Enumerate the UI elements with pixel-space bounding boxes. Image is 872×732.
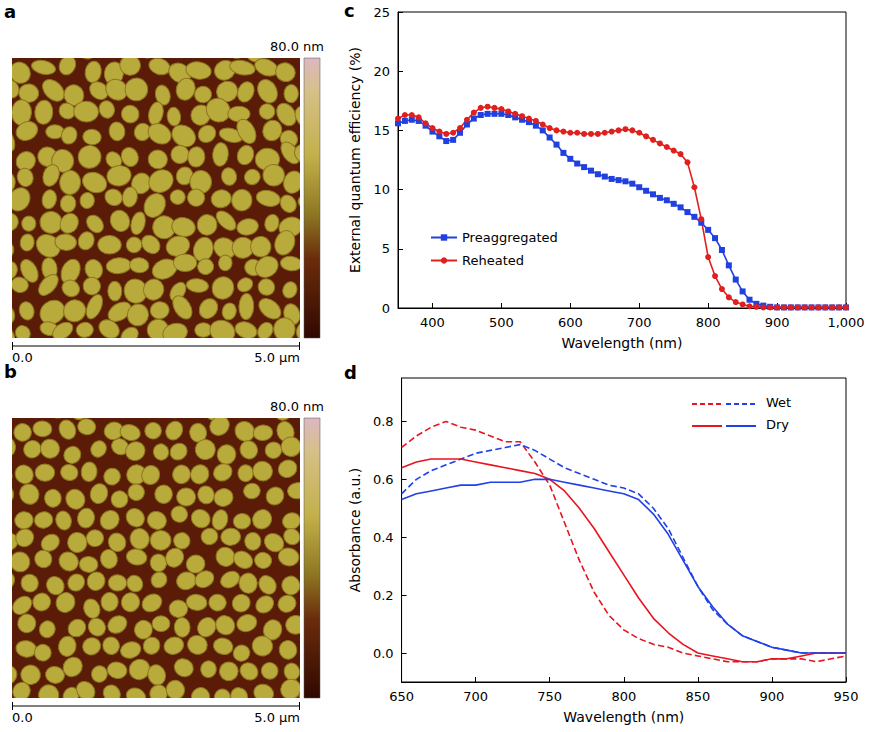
svg-text:0.4: 0.4: [373, 530, 394, 545]
html-text:c: c: [344, 0, 355, 21]
svg-text:5: 5: [382, 241, 390, 256]
svg-text:1,000: 1,000: [827, 315, 864, 330]
svg-text:5.0 μm: 5.0 μm: [254, 710, 300, 725]
svg-text:900: 900: [760, 689, 785, 704]
svg-text:80.0 nm: 80.0 nm: [270, 399, 324, 414]
svg-text:Wet: Wet: [766, 395, 791, 410]
svg-text:Wavelength (nm): Wavelength (nm): [562, 335, 683, 351]
svg-text:Reheated: Reheated: [462, 253, 524, 268]
svg-text:Absorbance (a.u.): Absorbance (a.u.): [347, 468, 363, 592]
svg-text:b: b: [4, 361, 17, 382]
svg-text:0.2: 0.2: [373, 588, 394, 603]
svg-text:0: 0: [382, 301, 390, 316]
svg-text:800: 800: [611, 689, 636, 704]
svg-text:600: 600: [558, 315, 583, 330]
svg-text:80.0 nm: 80.0 nm: [270, 39, 324, 54]
svg-text:25: 25: [373, 5, 390, 20]
svg-text:950: 950: [834, 689, 859, 704]
svg-text:Preaggregated: Preaggregated: [462, 230, 558, 245]
svg-text:900: 900: [765, 315, 790, 330]
svg-text:a: a: [4, 1, 16, 22]
svg-text:20: 20: [373, 64, 390, 79]
svg-text:0.0: 0.0: [373, 646, 394, 661]
svg-text:0.6: 0.6: [373, 472, 394, 487]
svg-text:0.8: 0.8: [373, 414, 394, 429]
svg-text:0.0: 0.0: [12, 350, 33, 365]
svg-text:700: 700: [627, 315, 652, 330]
svg-text:Wavelength (nm): Wavelength (nm): [563, 709, 684, 725]
html-text:d: d: [344, 362, 357, 383]
svg-text:15: 15: [373, 123, 390, 138]
svg-text:0.0: 0.0: [12, 710, 33, 725]
svg-text:10: 10: [373, 182, 390, 197]
svg-text:400: 400: [420, 315, 445, 330]
svg-text:700: 700: [463, 689, 488, 704]
svg-text:500: 500: [489, 315, 514, 330]
svg-text:850: 850: [685, 689, 710, 704]
svg-text:Dry: Dry: [766, 417, 789, 432]
svg-text:650: 650: [389, 689, 414, 704]
svg-text:External quantum efficiency (%: External quantum efficiency (%): [347, 47, 363, 273]
svg-text:5.0 μm: 5.0 μm: [254, 350, 300, 365]
svg-text:800: 800: [696, 315, 721, 330]
svg-text:750: 750: [537, 689, 562, 704]
